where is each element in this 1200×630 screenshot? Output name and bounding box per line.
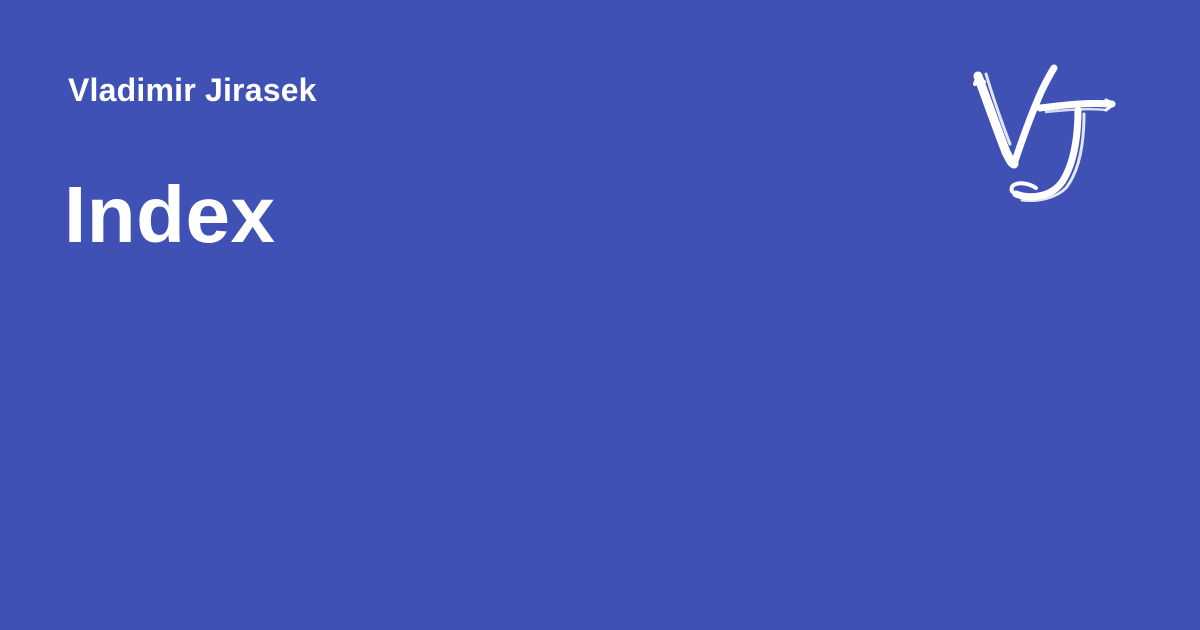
vj-monogram-icon — [966, 60, 1126, 210]
author-name: Vladimir Jirasek — [68, 72, 317, 108]
page-title: Index — [64, 170, 276, 259]
